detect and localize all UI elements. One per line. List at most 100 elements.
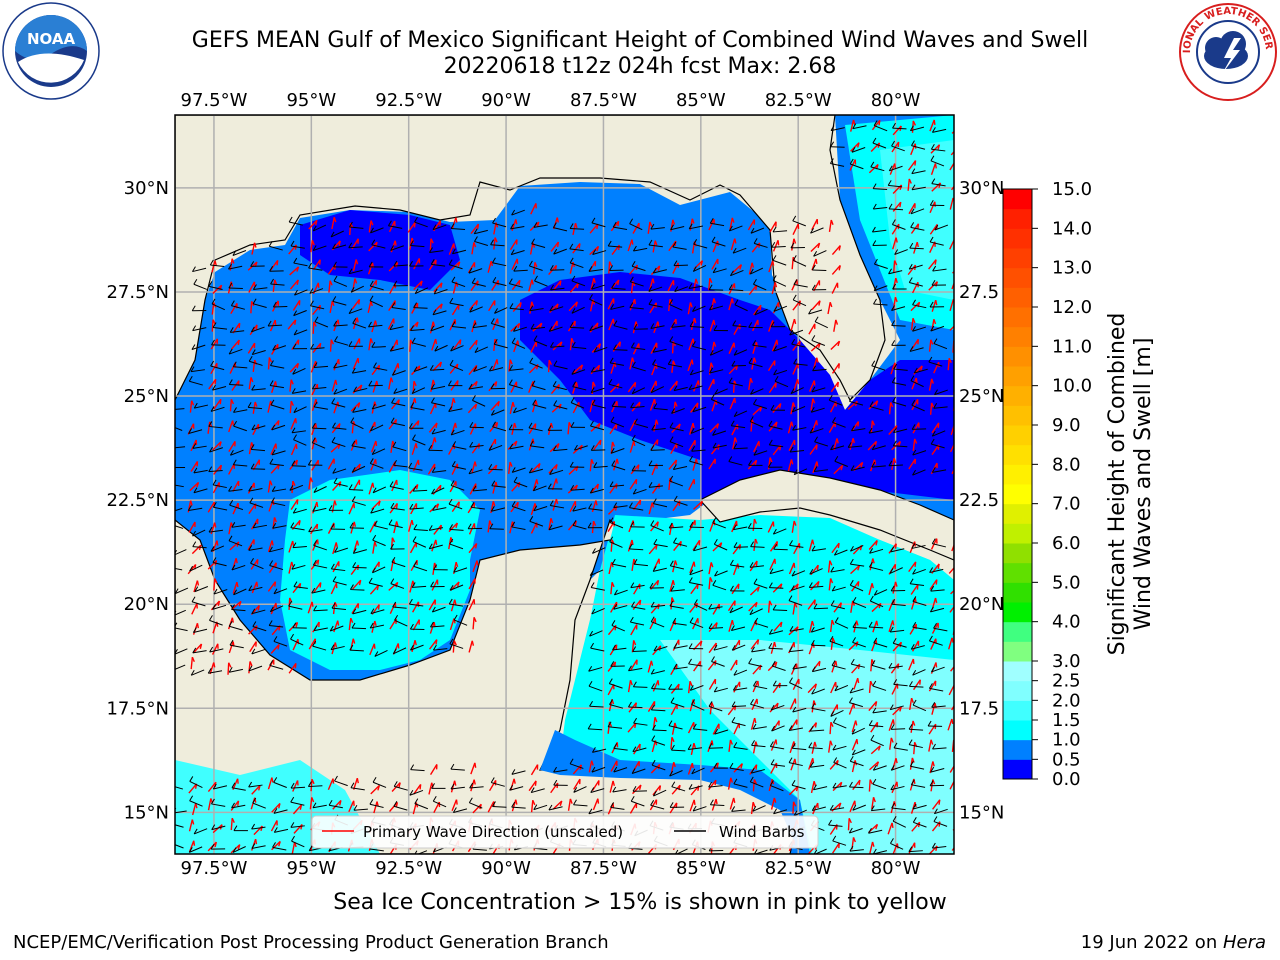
wind-barb	[513, 269, 528, 272]
wind-barb-flag	[791, 570, 796, 577]
wind-barb-flag	[729, 762, 734, 769]
wave-arrow	[730, 238, 736, 251]
wind-barb-flag	[871, 360, 876, 367]
wind-barb-flag	[714, 389, 719, 395]
wave-arrow	[511, 258, 518, 270]
wind-barb-flag	[368, 577, 373, 584]
wind-barb	[472, 848, 487, 851]
wind-barb-flag	[593, 462, 598, 468]
wave-arrow	[951, 468, 954, 475]
wind-barb-flag	[931, 666, 935, 673]
wave-arrow	[728, 283, 736, 295]
wave-arrow-head	[495, 222, 499, 228]
wind-barb-flag	[652, 566, 657, 572]
wind-barb-flag	[250, 463, 255, 470]
wind-barb	[348, 269, 363, 275]
wind-barb	[529, 468, 543, 474]
wind-barb	[511, 526, 526, 530]
wind-barb-flag	[611, 460, 616, 466]
wind-barb-flag	[788, 757, 793, 763]
wave-arrow	[671, 784, 681, 795]
wave-arrow	[368, 338, 372, 351]
wind-barb	[669, 770, 683, 777]
wind-barb-flag	[650, 616, 655, 622]
wave-arrow-head	[411, 519, 414, 526]
wind-barb-flag	[592, 249, 597, 255]
wave-arrow-head	[300, 824, 303, 830]
wind-barb	[729, 225, 743, 232]
wind-barb	[248, 586, 263, 592]
wave-arrow	[409, 542, 417, 554]
wave-arrow-head	[555, 498, 559, 505]
wind-barb-flag	[650, 704, 655, 711]
wave-arrow	[892, 237, 897, 250]
wind-barb-flag	[392, 648, 397, 655]
wave-arrow	[391, 339, 398, 351]
wind-barb	[913, 821, 927, 828]
wave-arrow	[850, 142, 860, 152]
wind-barb	[928, 361, 943, 367]
wind-barb	[591, 284, 606, 290]
wave-arrow-head	[257, 605, 260, 611]
wind-barb-flag	[369, 622, 374, 629]
wave-arrow	[731, 583, 740, 595]
wave-arrow-head	[439, 361, 443, 368]
wind-barb	[888, 270, 903, 275]
wave-arrow	[712, 542, 723, 552]
wave-arrow-head	[518, 280, 521, 286]
wave-arrow	[910, 301, 921, 312]
chart-subtitle: 20220618 t12z 024h fcst Max: 2.68	[443, 54, 837, 79]
wave-arrow	[687, 681, 691, 694]
wind-barb	[410, 769, 425, 772]
wind-barb-flag	[708, 781, 713, 788]
wave-arrow	[747, 219, 755, 231]
wind-barb	[491, 507, 506, 512]
wind-barb-flag	[931, 702, 936, 708]
wind-barb-flag	[611, 282, 616, 289]
wind-barb	[175, 484, 184, 488]
wind-barb-flag	[811, 264, 816, 271]
wind-barb-flag	[511, 337, 516, 344]
wind-barb	[192, 327, 207, 332]
wave-arrow	[708, 779, 717, 791]
wind-barb	[909, 264, 923, 270]
wind-barb	[631, 265, 646, 272]
wave-arrow	[790, 402, 794, 415]
wind-barb-flag	[210, 360, 215, 367]
wave-arrow-head	[292, 480, 296, 486]
wave-arrow	[552, 341, 563, 351]
wind-barb-flag	[570, 397, 575, 403]
wind-barb	[371, 244, 386, 249]
wind-barb	[893, 428, 908, 434]
wave-arrow-head	[654, 740, 658, 746]
wind-barb-flag	[212, 604, 216, 610]
wave-arrow	[731, 520, 738, 533]
wind-barb-flag	[589, 630, 594, 637]
wave-arrow	[249, 641, 257, 653]
wave-arrow	[247, 482, 255, 494]
wave-arrow-head	[297, 339, 300, 345]
wave-arrow	[711, 444, 720, 455]
wave-arrow-head	[650, 660, 654, 666]
wave-arrow	[912, 422, 920, 434]
wind-barb	[592, 404, 606, 409]
wave-arrow-head	[911, 757, 915, 763]
wave-arrow	[888, 425, 898, 435]
wind-barb	[651, 688, 666, 690]
wave-arrow-head	[373, 643, 376, 649]
wind-barb	[370, 424, 384, 432]
wind-barb	[228, 488, 243, 492]
wind-barb-flag	[488, 365, 493, 372]
wind-barb-flag	[450, 223, 455, 229]
wind-barb	[211, 303, 226, 311]
wind-barb-flag	[909, 242, 914, 249]
wave-arrow-head	[733, 797, 736, 803]
wave-arrow-head	[754, 460, 758, 466]
wind-barb-flag	[792, 215, 797, 222]
wind-barb	[553, 405, 568, 410]
colorbar-swatch	[1003, 680, 1032, 701]
wave-arrow	[413, 258, 420, 270]
wave-arrow	[290, 443, 297, 456]
wind-barb-flag	[351, 496, 356, 502]
wave-arrow	[752, 741, 757, 754]
